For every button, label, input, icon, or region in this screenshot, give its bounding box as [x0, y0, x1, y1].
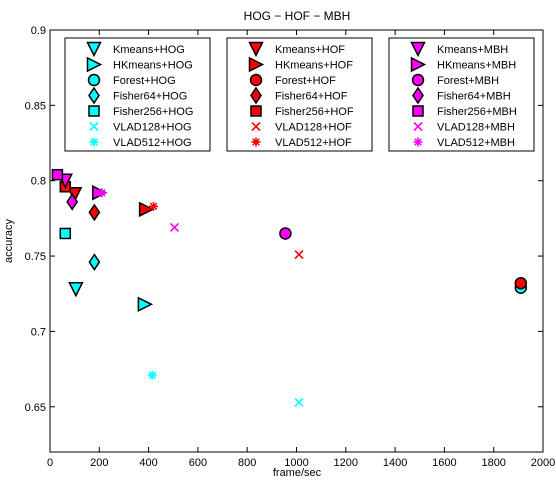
point-vlad128-mbh: [169, 222, 180, 233]
point-vlad128-hof: [294, 249, 304, 260]
x-tick-label: 0: [47, 457, 53, 469]
legend-label: Fisher64+HOF: [275, 91, 348, 103]
legend-marker-vlad512-hog: [89, 137, 99, 147]
point-fisher64-mbh: [66, 192, 79, 211]
x-tick-label: 1200: [334, 457, 358, 469]
legend-label: Fisher64+MBH: [437, 91, 511, 103]
legend-marker-kmeans-mbh: [410, 41, 426, 58]
legend-label: VLAD512+HOG: [113, 137, 192, 149]
point-fisher64-hog: [88, 253, 101, 271]
legend-box: Kmeans+HOG HKmeans+HOG Forest+HOG Fisher64+…: [64, 37, 211, 152]
legend-label: Forest+MBH: [437, 75, 499, 87]
point-fisher256-mbh: [51, 168, 64, 181]
legend-marker-fisher64-mbh: [412, 86, 424, 105]
y-tick-label: 0.75: [25, 251, 46, 263]
x-tick-label: 1400: [383, 457, 407, 469]
legend-label: VLAD128+HOF: [275, 122, 352, 134]
point-hkmeans-hog: [137, 296, 154, 313]
point-vlad512-hof: [149, 201, 159, 211]
legend: Kmeans+HOG HKmeans+HOG Forest+HOG Fisher64+…: [64, 37, 535, 152]
x-tick-label: 2000: [531, 457, 555, 469]
x-tick-label: 400: [139, 457, 157, 469]
legend-label: Fisher256+HOF: [275, 106, 354, 118]
point-forest-mbh: [279, 227, 292, 240]
legend-marker-kmeans-hog: [86, 41, 102, 58]
point-forest-hof: [514, 276, 528, 290]
point-kmeans-hog: [68, 281, 84, 298]
legend-label: Forest+HOG: [113, 75, 176, 87]
legend-label: VLAD128+HOG: [113, 122, 192, 134]
legend-marker-forest-hog: [87, 73, 101, 87]
legend-box: Kmeans+MBH HKmeans+MBH Forest+MBH Fisher64+…: [388, 37, 535, 152]
data-points: [51, 168, 528, 407]
legend-label: HKmeans+HOG: [113, 60, 193, 72]
point-fisher256-hog: [59, 227, 72, 240]
point-fisher64-hof: [88, 203, 101, 222]
y-tick-label: 0.8: [31, 176, 46, 188]
legend-marker-forest-hof: [249, 73, 263, 87]
y-tick-label: 0.85: [25, 100, 46, 112]
legend-marker-vlad128-mbh: [413, 121, 423, 132]
legend-marker-hkmeans-hof: [248, 56, 265, 73]
legend-label: Fisher256+MBH: [437, 106, 517, 118]
x-tick-label: 800: [238, 457, 256, 469]
x-tick-label: 1800: [481, 457, 505, 469]
y-axis-title: accuracy: [3, 218, 15, 263]
x-tick-label: 1600: [432, 457, 456, 469]
legend-label: HKmeans+HOF: [275, 60, 353, 72]
legend-label: VLAD128+MBH: [437, 122, 515, 134]
legend-label: VLAD512+HOF: [275, 137, 352, 149]
x-axis-title: frame/sec: [273, 467, 322, 479]
legend-marker-vlad128-hof: [251, 121, 261, 132]
legend-label: Kmeans+HOF: [275, 44, 345, 56]
legend-marker-kmeans-hof: [248, 41, 264, 58]
x-tick-label: 1000: [284, 457, 308, 469]
legend-marker-hkmeans-mbh: [410, 56, 427, 73]
x-tick-label: 200: [90, 457, 108, 469]
legend-marker-fisher256-hof: [250, 105, 262, 117]
y-tick-label: 0.65: [25, 402, 46, 414]
axis-ticks: 0 200 400 600 800 1000 1200 1400 1600 1800 2000 0.6…: [25, 25, 556, 469]
legend-label: Fisher256+HOG: [113, 106, 193, 118]
point-hkmeans-hof: [138, 201, 155, 218]
legend-marker-vlad512-hof: [251, 137, 261, 147]
legend-marker-vlad128-hog: [89, 121, 99, 132]
point-vlad128-hog: [294, 397, 304, 407]
legend-label: Fisher64+HOG: [113, 91, 187, 103]
x-tick-label: 600: [189, 457, 207, 469]
legend-marker-fisher64-hof: [250, 86, 262, 105]
y-tick-label: 0.9: [31, 25, 46, 37]
legend-marker-hkmeans-hog: [86, 56, 103, 73]
legend-label: Kmeans+MBH: [437, 44, 508, 56]
legend-label: Kmeans+HOG: [113, 44, 185, 56]
legend-box: Kmeans+HOF HKmeans+HOF Forest+HOF Fisher64+…: [226, 37, 373, 152]
legend-marker-fisher256-hog: [88, 105, 100, 117]
chart-title: HOG − HOF − MBH: [244, 9, 351, 23]
legend-label: HKmeans+MBH: [437, 60, 516, 72]
legend-marker-fisher64-hog: [88, 86, 100, 105]
point-vlad512-hog: [147, 370, 157, 380]
legend-marker-forest-mbh: [411, 73, 425, 87]
legend-marker-vlad512-mbh: [413, 137, 423, 147]
legend-label: VLAD512+MBH: [437, 137, 515, 149]
point-vlad512-mbh: [97, 188, 107, 198]
legend-marker-fisher256-mbh: [412, 105, 424, 117]
y-tick-label: 0.7: [31, 326, 46, 338]
legend-label: Forest+HOF: [275, 75, 336, 87]
